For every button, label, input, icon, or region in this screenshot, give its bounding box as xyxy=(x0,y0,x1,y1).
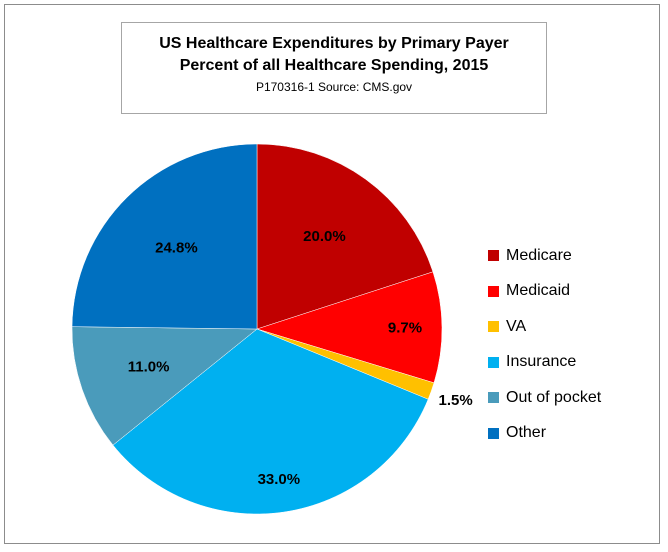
legend-swatch xyxy=(488,427,499,439)
legend-label: Out of pocket xyxy=(506,388,602,406)
pie-slice-medicaid xyxy=(256,271,443,384)
legend-swatch xyxy=(488,392,499,404)
legend-label: Insurance xyxy=(506,353,577,371)
slice-label-va: 1.5% xyxy=(439,392,473,409)
legend-label: Medicaid xyxy=(506,282,571,300)
legend-label: Other xyxy=(506,424,547,442)
chart-source: P170316-1 Source: CMS.gov xyxy=(255,80,413,94)
legend-label: Medicare xyxy=(506,246,572,264)
legend-swatch xyxy=(488,285,499,297)
chart-title: US Healthcare Expenditures by Primary Pa… xyxy=(159,35,509,52)
legend-swatch xyxy=(488,321,499,333)
chart-subtitle: Percent of all Healthcare Spending, 2015 xyxy=(179,57,489,74)
chart-legend: Medicare Medicaid VA Insurance Out of pocket… xyxy=(488,238,601,451)
pie-slice-medicare xyxy=(256,143,434,330)
legend-swatch xyxy=(488,356,499,368)
legend-label: VA xyxy=(506,317,527,335)
slice-label-insurance: 33.0% xyxy=(258,471,301,488)
legend-item-medicaid: Medicaid xyxy=(488,274,601,310)
legend-item-insurance: Insurance xyxy=(488,345,601,381)
legend-item-va: VA xyxy=(488,309,601,345)
legend-item-medicare: Medicare xyxy=(488,238,601,274)
slice-label-other: 24.8% xyxy=(155,239,198,256)
legend-item-other: Other xyxy=(488,416,601,452)
chart-title-box: US Healthcare Expenditures by Primary Pa… xyxy=(121,22,547,114)
legend-item-out-of-pocket: Out of pocket xyxy=(488,380,601,416)
pie-slice-out-of-pocket xyxy=(71,326,258,446)
slice-label-out-of-pocket: 11.0% xyxy=(128,358,170,375)
pie-slice-other xyxy=(71,143,258,330)
pie-slice-insurance xyxy=(112,328,429,515)
slice-label-medicaid: 9.7% xyxy=(388,320,422,337)
legend-swatch xyxy=(488,250,499,262)
slice-label-medicare: 20.0% xyxy=(303,228,346,245)
